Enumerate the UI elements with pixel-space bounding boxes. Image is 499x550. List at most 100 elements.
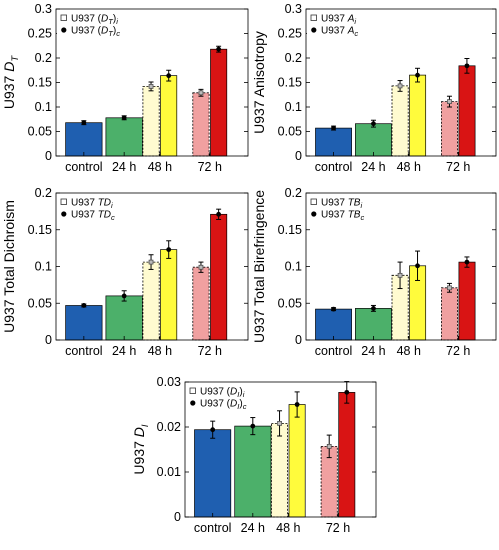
error-bar-control	[81, 120, 87, 126]
y-axis-label-text: U937 Total Birefringence	[251, 190, 267, 343]
bar-h24	[105, 295, 143, 341]
legend-paren: )	[239, 387, 242, 398]
legend-entry: U937 (DI)i	[200, 387, 245, 400]
error-bar-h72_i	[198, 88, 204, 97]
legend-symbol: A	[347, 14, 355, 25]
marker-square	[397, 272, 403, 278]
marker-dot	[250, 423, 256, 429]
bar-h72_i	[440, 287, 458, 341]
bar-control	[315, 308, 352, 341]
legend-text: U937 (	[200, 399, 231, 410]
bar-h48_c	[160, 75, 178, 157]
legend-subscript: T	[108, 17, 114, 26]
legend-symbol: TD	[98, 198, 111, 209]
marker-dot	[415, 72, 420, 78]
legend-subscript: I	[237, 402, 239, 411]
legend-subscript-2: i	[116, 17, 118, 26]
error-bar-h24	[370, 304, 376, 312]
y-tick-label: 0	[295, 149, 302, 163]
y-axis-label: U937 Total Birefringence	[251, 190, 267, 343]
x-tick-label: control	[315, 160, 353, 174]
bar-h72_i	[192, 92, 210, 157]
legend-text: U937	[321, 14, 348, 25]
bar-h72_c	[210, 48, 228, 157]
error-bar-h72_i	[446, 282, 452, 293]
error-bar-h48_c	[166, 69, 172, 82]
marker-dot	[331, 125, 336, 131]
marker-square	[198, 264, 204, 270]
x-tick-label: 48 h	[397, 344, 421, 358]
marker-square	[198, 90, 204, 96]
bar-h48_c	[160, 249, 178, 341]
marker-dot	[121, 115, 127, 121]
x-tick-label: 48 h	[148, 160, 172, 174]
marker-square	[447, 99, 452, 104]
y-tick-label: 0.05	[28, 296, 52, 310]
x-tick-label: 72 h	[198, 160, 222, 174]
legend-subscript: T	[108, 29, 114, 38]
bar-h48_i	[391, 85, 409, 157]
bar-h72_i	[192, 266, 210, 341]
y-tick-label: 0.15	[278, 223, 302, 237]
marker-dot	[371, 121, 376, 127]
marker-dot	[344, 389, 350, 395]
y-tick-label: 0.15	[28, 76, 52, 90]
y-tick-label: 0.3	[35, 2, 52, 16]
y-tick-label: 0.2	[285, 51, 302, 65]
legend-symbol: TB	[348, 198, 361, 209]
legend-symbol: TD	[98, 210, 111, 221]
marker-dot	[216, 46, 222, 52]
legend-entry: U937 TBi	[321, 198, 362, 211]
marker-square	[148, 84, 154, 89]
legend-text: U937	[71, 210, 98, 221]
legend-text: U937	[321, 26, 348, 37]
bar-h48_c	[288, 404, 306, 518]
marker-dot	[415, 263, 420, 269]
y-tick-label: 0.2	[35, 186, 52, 200]
legend-paren: )	[239, 399, 242, 410]
legend-subscript: i	[360, 201, 362, 210]
y-tick-label: 0.3	[285, 2, 302, 16]
legend-box	[57, 194, 139, 222]
y-axis-label-text: U937 Total Dichroism	[1, 200, 17, 333]
y-axis-label: U937 DI	[131, 424, 151, 474]
x-tick-label: control	[65, 160, 103, 174]
legend-subscript-2: c	[116, 29, 120, 38]
y-tick-label: 0.25	[278, 27, 302, 41]
error-bar-h72_c	[216, 208, 222, 220]
legend-symbol: TB	[348, 210, 361, 221]
legend-marker-square	[60, 14, 67, 21]
error-bar-h72_c	[216, 45, 222, 53]
bar-h48_i	[270, 422, 288, 518]
y-tick-label: 0.1	[285, 260, 302, 274]
y-tick-label: 0.1	[35, 260, 52, 274]
legend-marker-square	[310, 14, 317, 21]
y-axis-label-text: U937 Anisotropy	[251, 31, 267, 134]
marker-dot	[464, 63, 470, 69]
error-bar-h48_i	[397, 261, 403, 290]
y-tick-label: 0	[295, 333, 302, 347]
bar-h72_c	[210, 213, 228, 341]
y-tick-label: 0	[45, 333, 52, 347]
legend-symbol: D	[101, 26, 108, 37]
legend-subscript-2: i	[243, 390, 245, 399]
bar-h24	[355, 123, 392, 157]
legend-marker-dot	[61, 211, 67, 217]
legend-marker-dot	[190, 400, 196, 406]
x-tick-label: 48 h	[276, 521, 300, 535]
x-tick-label: control	[65, 344, 103, 358]
y-tick-label: 0.2	[35, 51, 52, 65]
x-tick-label: 72 h	[446, 344, 470, 358]
marker-dot	[210, 427, 216, 433]
y-tick-label: 0.03	[157, 375, 181, 389]
x-tick-label: 24 h	[112, 160, 136, 174]
chart-panel-2: 0 0.05 0.1 0.15 0.2 0.25 0.3 control 24 h 48 h 72 …	[251, 2, 497, 174]
marker-square	[397, 83, 403, 89]
x-tick-label: 48 h	[397, 160, 421, 174]
error-bar-h48_c	[294, 391, 300, 418]
legend-entry: U937 Ac	[321, 26, 358, 39]
legend-box	[186, 383, 268, 411]
chart-panel-3: 0 0.05 0.1 0.15 0.2 control 24 h 48 h 72 h U937 T…	[1, 186, 249, 358]
